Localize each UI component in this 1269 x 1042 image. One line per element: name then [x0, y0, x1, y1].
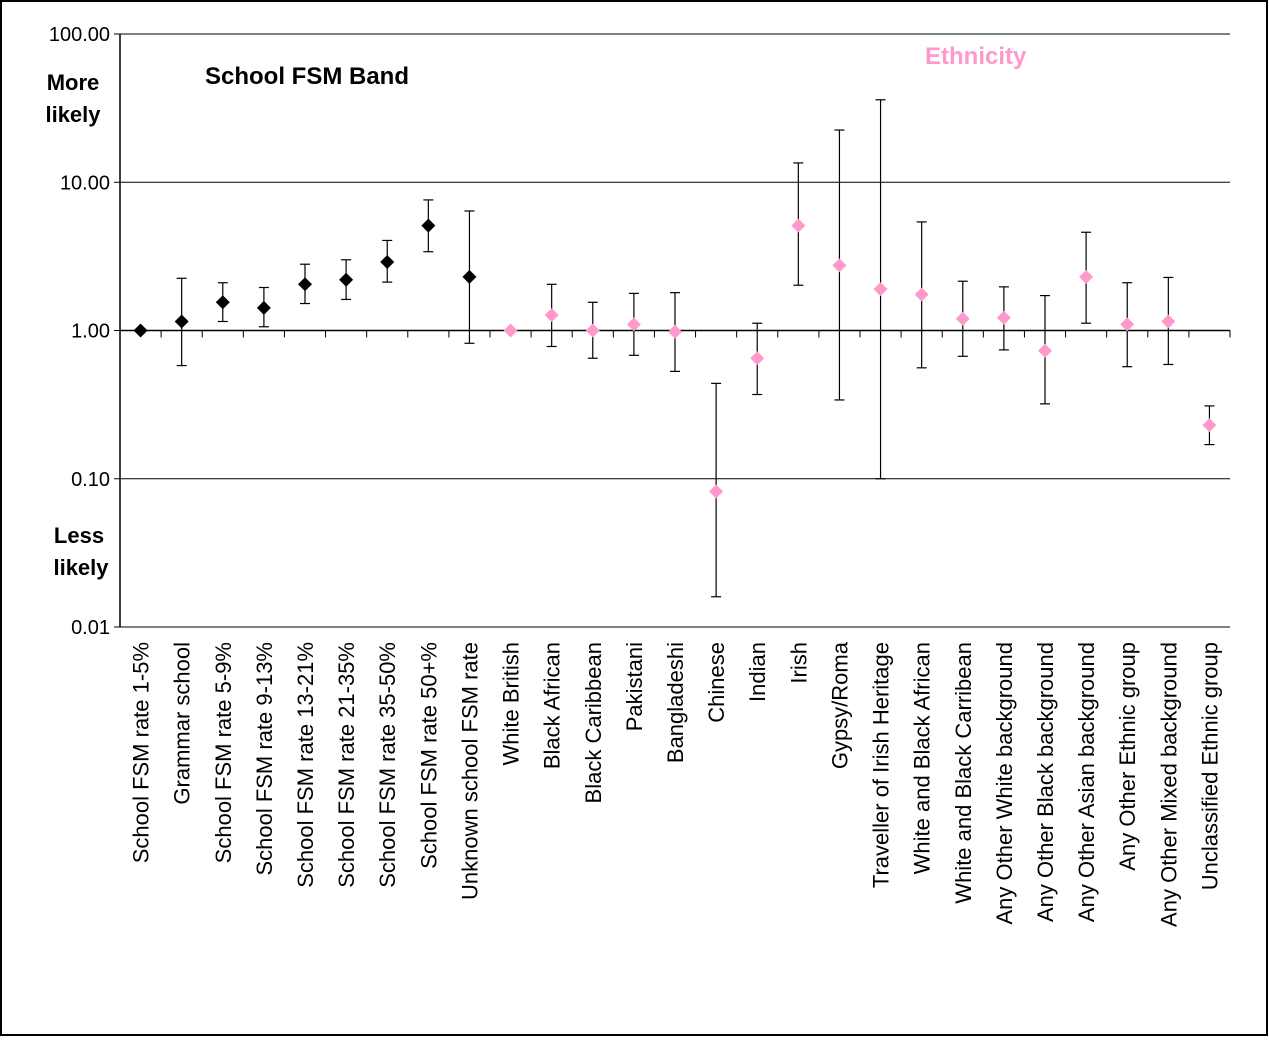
- fsm-section-title: School FSM Band: [205, 63, 409, 90]
- category-label: Black African: [540, 642, 565, 769]
- category-label: School FSM rate 35-50%: [375, 642, 400, 888]
- more-likely-label-line1: More: [47, 70, 100, 95]
- category-label: School FSM rate 9-13%: [252, 642, 277, 876]
- category-label: Traveller of Irish Heritage: [869, 642, 894, 888]
- category-label: School FSM rate 50+%: [416, 642, 441, 869]
- category-label: Bangladeshi: [663, 642, 688, 763]
- category-label: Any Other White background: [992, 642, 1017, 924]
- category-label: Pakistani: [622, 642, 647, 731]
- category-label: Any Other Black background: [1033, 642, 1058, 922]
- less-likely-label-line1: Less: [54, 523, 104, 548]
- category-label: Indian: [745, 642, 770, 702]
- category-label: White British: [499, 642, 524, 765]
- more-likely-label-line2: likely: [45, 102, 101, 127]
- data-point-marker: [585, 323, 600, 338]
- data-point-marker: [955, 311, 970, 326]
- data-point-marker: [174, 314, 189, 329]
- category-label: Unknown school FSM rate: [457, 642, 482, 900]
- data-markers: [133, 218, 1217, 499]
- data-point-marker: [380, 254, 395, 269]
- data-point-marker: [133, 323, 148, 338]
- data-point-marker: [256, 300, 271, 315]
- data-point-marker: [1161, 314, 1176, 329]
- category-label: Gypsy/Roma: [827, 641, 852, 769]
- y-tick-label: 10.00: [60, 172, 110, 194]
- data-point-marker: [791, 218, 806, 233]
- y-tick-label: 0.10: [71, 469, 110, 491]
- data-point-marker: [626, 317, 641, 332]
- category-label: White and Black African: [910, 642, 935, 874]
- category-label: Any Other Ethnic group: [1115, 642, 1140, 871]
- category-label: Any Other Mixed background: [1156, 642, 1181, 927]
- data-point-marker: [1120, 317, 1135, 332]
- category-label: Irish: [786, 642, 811, 684]
- data-point-marker: [1038, 343, 1052, 358]
- data-point-marker: [462, 269, 477, 284]
- category-label: White and Black Carribean: [951, 642, 976, 904]
- data-point-marker: [421, 218, 436, 233]
- data-point-marker: [1079, 269, 1094, 284]
- y-tick-label: 1.00: [71, 321, 110, 343]
- category-label: Grammar school: [170, 642, 195, 805]
- data-point-marker: [996, 310, 1011, 325]
- data-point-marker: [215, 295, 230, 310]
- category-label: School FSM rate 21-35%: [334, 642, 359, 888]
- data-point-marker: [709, 484, 724, 499]
- data-point-marker: [668, 324, 682, 339]
- category-label: Any Other Asian background: [1074, 642, 1099, 922]
- category-label: Unclassified Ethnic group: [1197, 642, 1222, 890]
- category-label: School FSM rate 13-21%: [293, 642, 318, 888]
- category-label: Black Caribbean: [581, 642, 606, 803]
- data-point-marker: [1202, 418, 1217, 433]
- data-point-marker: [298, 277, 312, 292]
- data-point-marker: [339, 272, 354, 287]
- ethnicity-section-title: Ethnicity: [925, 43, 1027, 70]
- x-tick-marks: [119, 330, 1231, 338]
- data-point-marker: [750, 351, 765, 366]
- data-point-marker: [832, 258, 847, 273]
- y-tick-labels: 100.00 10.00 1.00 0.10 0.01: [49, 24, 110, 639]
- y-tick-label: 100.00: [49, 24, 110, 46]
- data-point-marker: [914, 287, 929, 302]
- data-point-marker: [873, 282, 888, 297]
- data-point-marker: [544, 308, 559, 323]
- category-label: School FSM rate 5-9%: [211, 642, 236, 863]
- less-likely-label-line2: likely: [53, 555, 109, 580]
- category-label: School FSM rate 1-5%: [129, 642, 154, 863]
- category-label: Chinese: [704, 642, 729, 723]
- category-labels: School FSM rate 1-5% Grammar school School…: [129, 641, 1223, 927]
- y-tick-label: 0.01: [71, 617, 110, 639]
- data-point-marker: [503, 323, 518, 338]
